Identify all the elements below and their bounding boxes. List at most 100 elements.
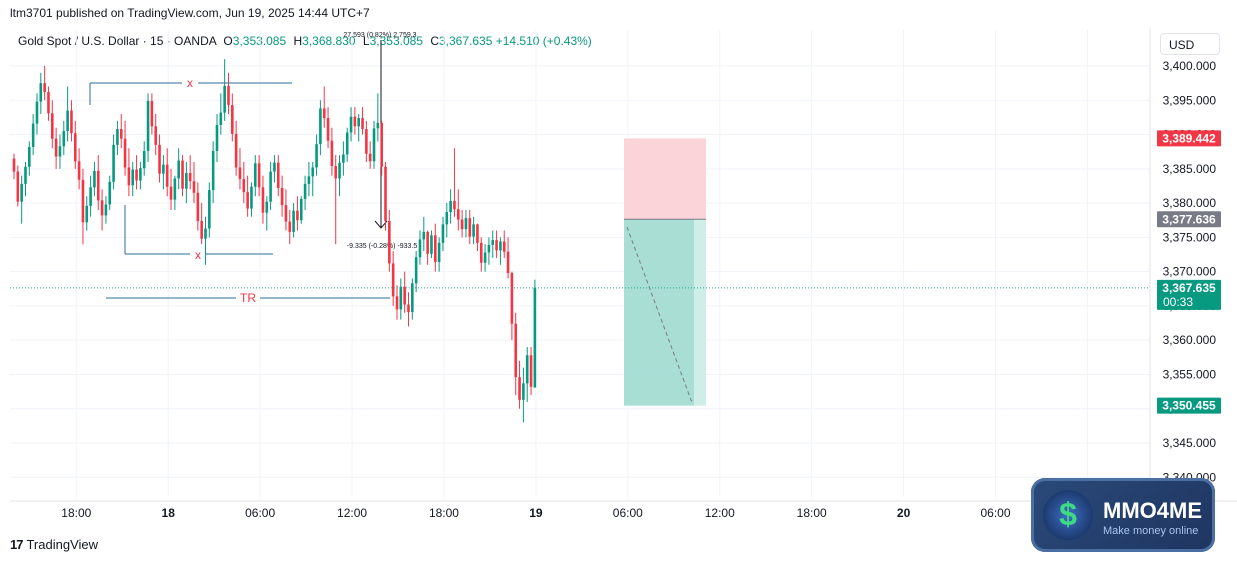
candle-body-96 bbox=[380, 122, 383, 167]
candle-body-16 bbox=[73, 133, 77, 162]
candle-body-129 bbox=[506, 251, 510, 274]
candle-body-66 bbox=[265, 201, 269, 213]
measure-arrow-head-icon bbox=[374, 220, 388, 229]
candle-body-9 bbox=[47, 92, 50, 114]
candle-body-0 bbox=[12, 158, 16, 172]
symbol-legend: Gold Spot / U.S. Dollar · 15 · OANDA O3,… bbox=[18, 34, 592, 48]
x-tick-label-3: 12:00 bbox=[337, 506, 367, 520]
y-tick-label-11: 3,345.000 bbox=[1163, 436, 1217, 450]
candle-body-72 bbox=[288, 221, 292, 232]
candle-body-1 bbox=[16, 171, 20, 202]
candle-body-114 bbox=[449, 201, 452, 213]
candle-body-13 bbox=[62, 131, 66, 147]
candle-body-8 bbox=[43, 83, 46, 93]
candle-body-26 bbox=[112, 144, 115, 182]
countdown-label: 00:33 bbox=[1163, 295, 1193, 309]
candle-body-11 bbox=[54, 138, 58, 157]
candle-body-2 bbox=[20, 183, 23, 202]
high-label: H bbox=[293, 34, 303, 48]
trade-path-line bbox=[626, 226, 693, 403]
candle-body-39 bbox=[162, 164, 165, 174]
candle-body-53 bbox=[215, 124, 219, 151]
candle-body-5 bbox=[31, 123, 35, 147]
y-tick-label-9: 3,355.000 bbox=[1163, 367, 1217, 381]
candle-body-91 bbox=[361, 118, 364, 130]
candle-body-48 bbox=[196, 192, 200, 221]
candle-body-10 bbox=[51, 113, 54, 139]
mmo4me-watermark: $ MMO4ME Make money online bbox=[1031, 478, 1215, 552]
x-tick-label-7: 12:00 bbox=[705, 506, 735, 520]
candle-body-21 bbox=[93, 170, 96, 188]
watermark-name: MMO4ME bbox=[1103, 498, 1202, 523]
candle-body-94 bbox=[372, 128, 376, 162]
x-top-label: x bbox=[187, 76, 193, 90]
open-value: 3,353.085 bbox=[232, 34, 287, 48]
x-top-bg bbox=[182, 76, 198, 90]
stop-loss-zone bbox=[624, 138, 706, 220]
candle-body-93 bbox=[368, 153, 372, 162]
currency-button[interactable]: USD bbox=[1160, 33, 1220, 55]
candle-body-124 bbox=[487, 244, 491, 253]
candle-body-54 bbox=[219, 112, 223, 125]
candle-body-22 bbox=[96, 170, 100, 201]
candle-body-84 bbox=[334, 166, 338, 179]
x-tick-label-10: 06:00 bbox=[980, 506, 1010, 520]
candle-body-81 bbox=[322, 108, 326, 119]
candle-body-32 bbox=[135, 169, 138, 181]
change-value: +14.510 (+0.43%) bbox=[495, 34, 592, 48]
candle-body-76 bbox=[303, 183, 307, 199]
candle-body-95 bbox=[376, 122, 380, 129]
measure-top-text: 27.593 (0.82%) 2,759.3 bbox=[343, 32, 416, 39]
price-label-bg-stop bbox=[1157, 130, 1221, 147]
candle-body-37 bbox=[154, 126, 158, 145]
price-label-stop: 3,389.442 bbox=[1162, 131, 1216, 145]
candle-body-83 bbox=[330, 140, 334, 167]
candle-body-117 bbox=[460, 219, 464, 230]
candle-body-67 bbox=[269, 171, 272, 202]
y-tick-label-5: 3,375.000 bbox=[1163, 230, 1217, 244]
x-tick-label-5: 19 bbox=[529, 506, 543, 520]
candle-body-119 bbox=[468, 218, 472, 237]
candle-body-38 bbox=[158, 144, 161, 174]
watermark-tagline: Make money online bbox=[1103, 525, 1199, 537]
candle-body-69 bbox=[276, 162, 280, 189]
tradingview-branding[interactable]: 17 TradingView bbox=[10, 537, 98, 552]
candle-body-47 bbox=[192, 181, 196, 193]
price-label-target: 3,350.455 bbox=[1162, 399, 1216, 413]
y-tick-label-3: 3,385.000 bbox=[1163, 162, 1217, 176]
candle-body-107 bbox=[422, 231, 426, 240]
candle-body-25 bbox=[108, 181, 112, 205]
price-label-current: 3,367.635 bbox=[1162, 281, 1216, 295]
candle-body-68 bbox=[273, 162, 276, 172]
candle-body-62 bbox=[250, 186, 253, 209]
price-label-entry: 3,377.636 bbox=[1162, 212, 1216, 226]
symbol-name[interactable]: Gold Spot / U.S. Dollar · 15 · OANDA bbox=[18, 34, 217, 48]
candle-body-20 bbox=[89, 187, 92, 206]
x-tick-label-4: 18:00 bbox=[429, 506, 459, 520]
candle-body-92 bbox=[365, 129, 368, 154]
candle-body-125 bbox=[491, 240, 495, 245]
candle-body-36 bbox=[150, 100, 154, 127]
take-profit-zone-extension bbox=[694, 219, 706, 406]
y-tick-label-4: 3,380.000 bbox=[1163, 196, 1217, 210]
candle-body-23 bbox=[100, 200, 104, 216]
candle-body-7 bbox=[39, 83, 43, 102]
candle-body-120 bbox=[472, 224, 475, 237]
candle-body-65 bbox=[261, 187, 265, 213]
candle-body-103 bbox=[407, 304, 410, 313]
candle-body-41 bbox=[169, 186, 173, 200]
tradingview-brand-text: TradingView bbox=[26, 537, 99, 552]
y-tick-label-0: 3,400.000 bbox=[1163, 59, 1217, 73]
candle-body-74 bbox=[296, 210, 299, 221]
candle-body-49 bbox=[200, 220, 203, 239]
candle-body-90 bbox=[357, 118, 360, 127]
take-profit-zone bbox=[624, 219, 706, 406]
candle-body-18 bbox=[81, 179, 85, 223]
candle-body-134 bbox=[525, 355, 529, 384]
close-label: C bbox=[430, 34, 439, 48]
candle-body-6 bbox=[35, 101, 39, 124]
candle-body-89 bbox=[353, 116, 357, 127]
candle-body-12 bbox=[58, 146, 62, 157]
tr-label: TR bbox=[240, 291, 256, 305]
